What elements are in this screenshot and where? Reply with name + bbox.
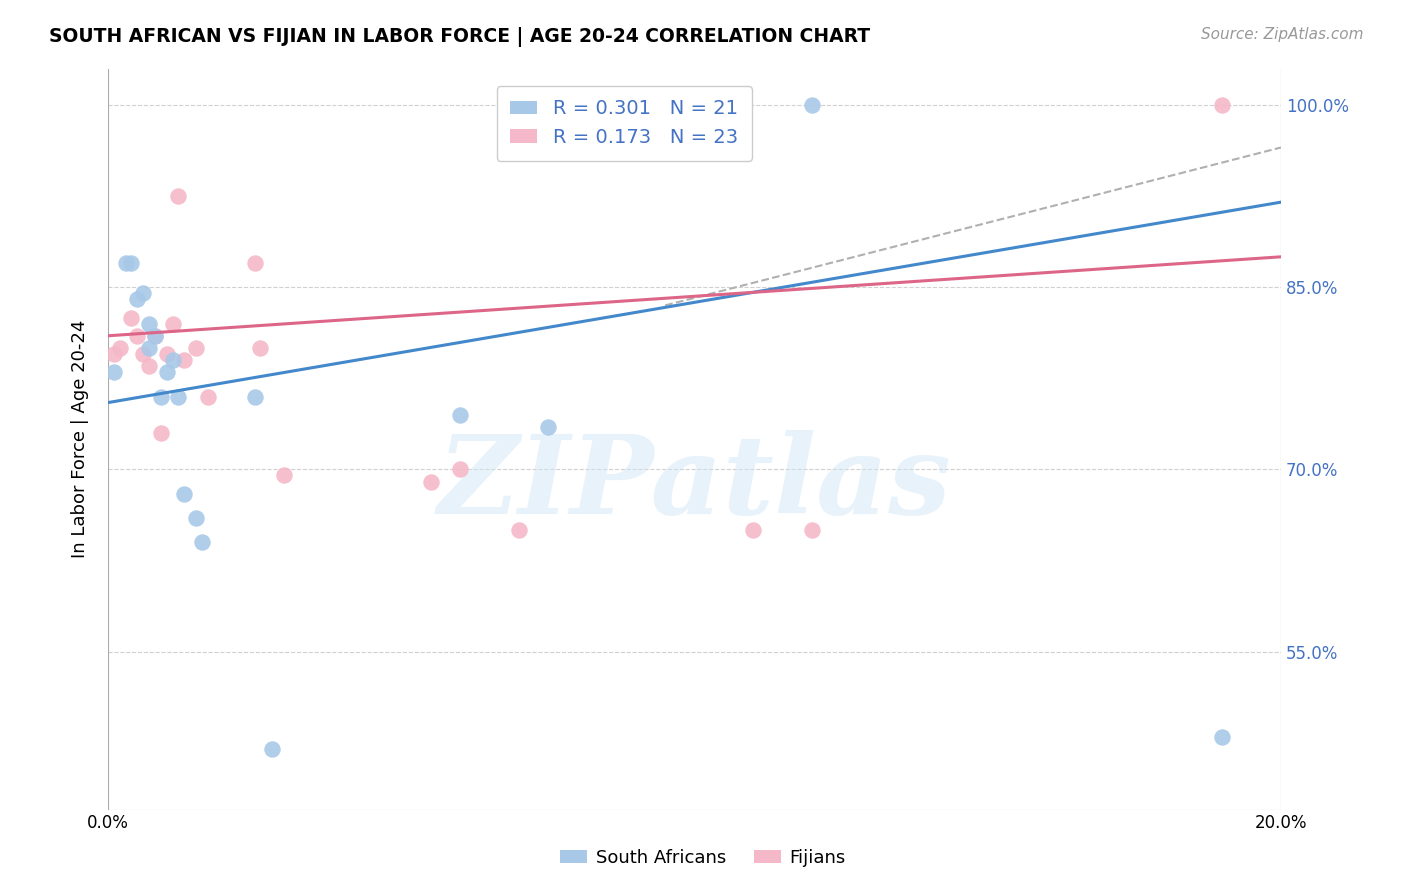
Point: [156, 365, 179, 379]
Point: [138, 317, 160, 331]
Point: [132, 286, 155, 301]
Point: [197, 390, 219, 404]
Text: Source: ZipAtlas.com: Source: ZipAtlas.com: [1201, 27, 1364, 42]
Point: [120, 256, 142, 270]
Point: [108, 341, 131, 355]
Point: [103, 365, 125, 379]
Point: [149, 425, 172, 440]
Y-axis label: In Labor Force | Age 20-24: In Labor Force | Age 20-24: [72, 320, 89, 558]
Point: [127, 328, 149, 343]
Point: [742, 523, 765, 537]
Point: [800, 98, 823, 112]
Legend: R = 0.301   N = 21, R = 0.173   N = 23: R = 0.301 N = 21, R = 0.173 N = 23: [496, 86, 752, 161]
Point: [449, 408, 471, 422]
Point: [1211, 98, 1233, 112]
Point: [537, 420, 560, 434]
Point: [191, 535, 214, 549]
Point: [1211, 730, 1233, 744]
Point: [138, 341, 160, 355]
Point: [143, 328, 166, 343]
Point: [243, 390, 266, 404]
Text: ZIPatlas: ZIPatlas: [437, 430, 952, 537]
Point: [120, 310, 142, 325]
Point: [243, 256, 266, 270]
Point: [162, 353, 184, 368]
Point: [262, 741, 284, 756]
Point: [173, 353, 195, 368]
Point: [167, 390, 190, 404]
Point: [800, 523, 823, 537]
Point: [103, 347, 125, 361]
Point: [173, 486, 195, 500]
Point: [132, 347, 155, 361]
Point: [114, 256, 136, 270]
Point: [167, 189, 190, 203]
Point: [149, 390, 172, 404]
Point: [249, 341, 271, 355]
Point: [273, 468, 295, 483]
Point: [419, 475, 441, 489]
Point: [138, 359, 160, 373]
Point: [162, 317, 184, 331]
Point: [127, 293, 149, 307]
Point: [449, 462, 471, 476]
Point: [184, 341, 207, 355]
Legend: South Africans, Fijians: South Africans, Fijians: [553, 842, 853, 874]
Point: [143, 328, 166, 343]
Point: [156, 347, 179, 361]
Point: [184, 511, 207, 525]
Text: SOUTH AFRICAN VS FIJIAN IN LABOR FORCE | AGE 20-24 CORRELATION CHART: SOUTH AFRICAN VS FIJIAN IN LABOR FORCE |…: [49, 27, 870, 46]
Point: [508, 523, 530, 537]
